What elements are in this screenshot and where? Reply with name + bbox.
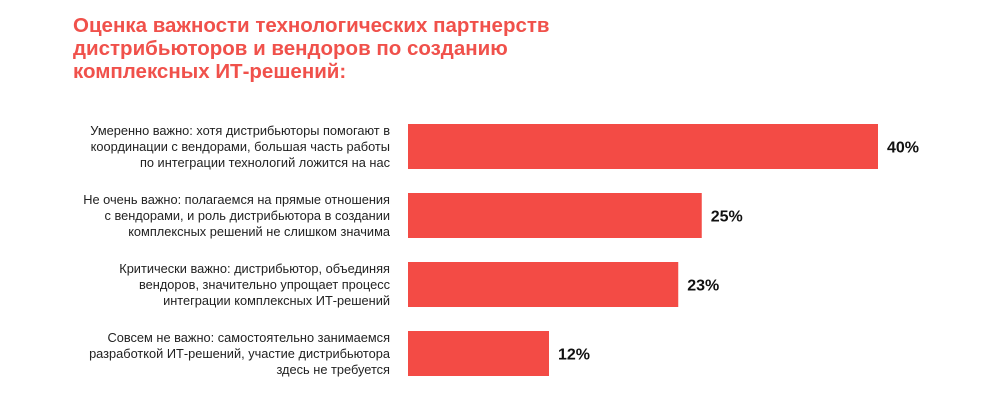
category-label-line: Не очень важно: полагаемся на прямые отн… [83, 192, 390, 207]
chart-title-line: комплексных ИТ-решений: [73, 60, 347, 83]
bar [408, 193, 702, 238]
bar-value-label: 23% [687, 278, 719, 295]
category-label-line: комплексных решений не слишком значима [128, 224, 391, 239]
category-label-line: Умеренно важно: хотя дистрибьюторы помог… [90, 123, 390, 138]
chart-title-line: дистрибьюторов и вендоров по созданию [73, 37, 508, 60]
bar [408, 262, 679, 307]
category-label-line: разработкой ИТ-решений, участие дистрибь… [89, 346, 391, 361]
chart-title: Оценка важности технологических партнерс… [73, 14, 633, 83]
category-label-line: с вендорами, и роль дистрибьютора в созд… [105, 208, 391, 223]
bar-value-label: 40% [887, 140, 919, 157]
bar [408, 331, 549, 376]
category-label-line: здесь не требуется [276, 362, 390, 377]
category-label-line: по интеграции технологий ложится на нас [140, 155, 391, 170]
category-label-line: интеграции комплексных ИТ-решений [163, 293, 390, 308]
category-label-line: Совсем не важно: самостоятельно занимаем… [108, 330, 391, 345]
bar-value-label: 12% [558, 347, 590, 364]
bar-value-label: 25% [711, 209, 743, 226]
category-label-line: вендоров, значительно упрощает процесс [139, 277, 391, 292]
category-label-line: Критически важно: дистрибьютор, объединя… [119, 261, 390, 276]
bar [408, 124, 878, 169]
chart-title-line: Оценка важности технологических партнерс… [73, 14, 550, 37]
category-label-line: координации с вендорами, большая часть р… [91, 139, 390, 154]
